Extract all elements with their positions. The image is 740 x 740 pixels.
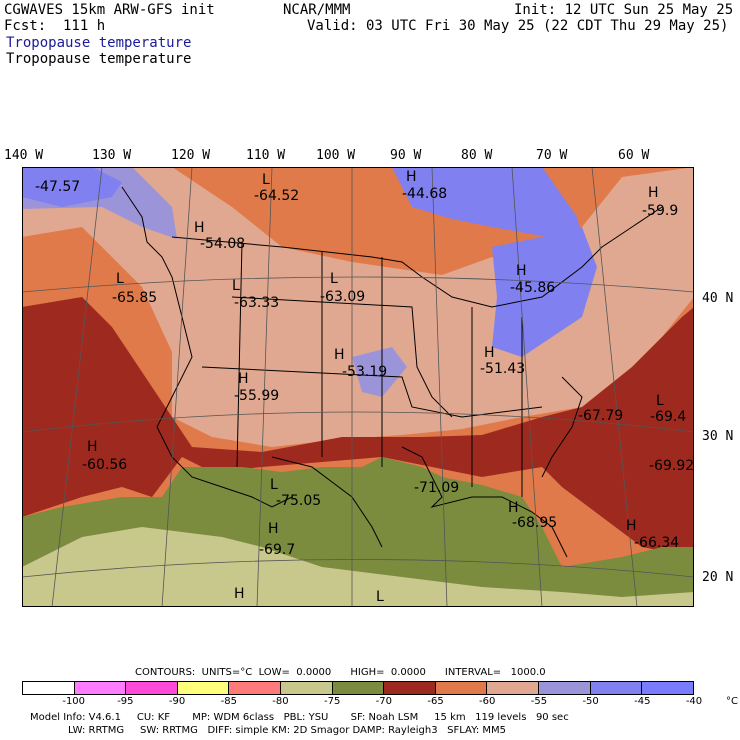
extremum-label: H — [268, 521, 279, 537]
field-region-plains — [352, 347, 407, 397]
lon-label-130w: 130 W — [92, 148, 132, 163]
color-legend — [22, 681, 694, 695]
extremum-label: H — [648, 185, 659, 201]
legend-tick-label: -95 — [117, 696, 134, 707]
extremum-label: L — [262, 172, 270, 188]
extremum-label: -63.33 — [234, 295, 279, 311]
extremum-label: -44.68 — [402, 186, 447, 202]
legend-tick-label: -50 — [582, 696, 599, 707]
extremum-label: -53.19 — [342, 364, 387, 380]
legend-swatch — [281, 682, 333, 694]
legend-tick-label: °C — [726, 696, 738, 707]
field-region-minus65 — [22, 297, 694, 557]
valid-time: Valid: 03 UTC Fri 30 May 25 (22 CDT Thu … — [307, 18, 729, 34]
legend-swatch — [74, 682, 127, 694]
legend-tick-label: -90 — [168, 696, 186, 707]
extremum-label: -69.4 — [650, 409, 686, 425]
extremum-label: -69.92 — [649, 458, 694, 474]
extremum-label: -69.7 — [259, 542, 295, 558]
legend-tick-label: -45 — [634, 696, 651, 707]
lon-label-60w: 60 W — [618, 148, 650, 163]
extremum-label: H — [516, 263, 527, 279]
map-frame — [22, 167, 694, 607]
map-title: CGWAVES 15km ARW-GFS init — [4, 2, 215, 18]
lon-label-110w: 110 W — [246, 148, 286, 163]
legend-swatch — [642, 682, 693, 694]
legend-swatch — [126, 682, 178, 694]
legend-tick-label: -100 — [62, 696, 86, 707]
legend-tick-label: -55 — [530, 696, 548, 707]
legend-swatch — [384, 682, 436, 694]
legend-swatch — [332, 682, 385, 694]
model-info-line1: Model Info: V4.6.1 CU: KF MP: WDM 6class… — [30, 712, 569, 723]
extremum-label: -65.85 — [112, 290, 157, 306]
extremum-label: -67.79 — [578, 408, 623, 424]
lon-label-70w: 70 W — [536, 148, 568, 163]
extremum-label: H — [238, 371, 249, 387]
extremum-label: L — [116, 271, 124, 287]
lon-label-80w: 80 W — [461, 148, 493, 163]
extremum-label: H — [87, 439, 98, 455]
lon-label-140w: 140 W — [4, 148, 44, 163]
extremum-label: -45.86 — [510, 280, 555, 296]
field-region-hudson — [392, 167, 582, 237]
legend-swatch — [590, 682, 643, 694]
extremum-label: L — [330, 271, 338, 287]
field-name-secondary: Tropopause temperature — [6, 51, 192, 67]
extremum-label: L — [656, 393, 664, 409]
legend-swatch — [539, 682, 591, 694]
legend-tick-label: -75 — [323, 696, 341, 707]
extremum-label: -59.9 — [642, 203, 678, 219]
extremum-label: H — [508, 500, 519, 516]
extremum-label: -66.34 — [634, 535, 679, 551]
forecast-hour: Fcst: 111 h — [4, 18, 106, 34]
legend-swatch — [229, 682, 282, 694]
extremum-label: H — [626, 518, 637, 534]
extremum-label: -54.08 — [200, 236, 245, 252]
extremum-label: -60.56 — [82, 457, 127, 473]
legend-tick-label: -80 — [272, 696, 289, 707]
extremum-label: -55.99 — [234, 388, 279, 404]
extremum-label: L — [376, 589, 384, 605]
legend-tick-label: -65 — [427, 696, 444, 707]
legend-swatch — [177, 682, 230, 694]
extremum-label: L — [270, 477, 278, 493]
extremum-label: H — [234, 586, 245, 602]
lat-label-20n: 20 N — [702, 570, 734, 585]
extremum-label: -75.05 — [276, 493, 321, 509]
legend-tick-label: -60 — [479, 696, 496, 707]
legend-swatch — [23, 682, 75, 694]
extremum-label: -68.95 — [512, 515, 557, 531]
lon-label-120w: 120 W — [171, 148, 211, 163]
extremum-label: -63.09 — [320, 289, 365, 305]
extremum-label: -64.52 — [254, 188, 299, 204]
extremum-label: L — [232, 278, 240, 294]
extrema-labels: -47.57 L -64.52 H -44.68 H -59.9 H -54.0… — [35, 169, 694, 605]
extremum-label: -71.09 — [414, 480, 459, 496]
lat-label-30n: 30 N — [702, 429, 734, 444]
model-info-line2: LW: RRTMG SW: RRTMG DIFF: simple KM: 2D … — [68, 725, 507, 736]
lon-label-90w: 90 W — [390, 148, 422, 163]
legend-contour-info: CONTOURS: UNITS=°C LOW= 0.0000 HIGH= 0.0… — [135, 667, 546, 678]
extremum-label: -47.57 — [35, 179, 80, 195]
field-region-northwest-low — [22, 167, 122, 207]
legend-swatch — [487, 682, 540, 694]
extremum-label: H — [334, 347, 345, 363]
extremum-label: -51.43 — [480, 361, 525, 377]
field-name-primary: Tropopause temperature — [6, 35, 192, 51]
init-time: Init: 12 UTC Sun 25 May 25 — [514, 2, 734, 18]
tropopause-temperature-map: -47.57 L -64.52 H -44.68 H -59.9 H -54.0… — [22, 167, 694, 607]
extremum-label: H — [406, 169, 417, 185]
legend-tick-label: -85 — [220, 696, 237, 707]
lat-lon-grid — [22, 167, 694, 607]
extremum-label: H — [194, 220, 205, 236]
lat-label-40n: 40 N — [702, 291, 734, 306]
legend-swatch — [435, 682, 488, 694]
extremum-label: H — [484, 345, 495, 361]
legend-tick-label: -70 — [375, 696, 393, 707]
field-region-minus80 — [22, 527, 694, 607]
lon-label-100w: 100 W — [316, 148, 356, 163]
legend-tick-label: -40 — [685, 696, 703, 707]
organization-label: NCAR/MMM — [283, 2, 351, 18]
